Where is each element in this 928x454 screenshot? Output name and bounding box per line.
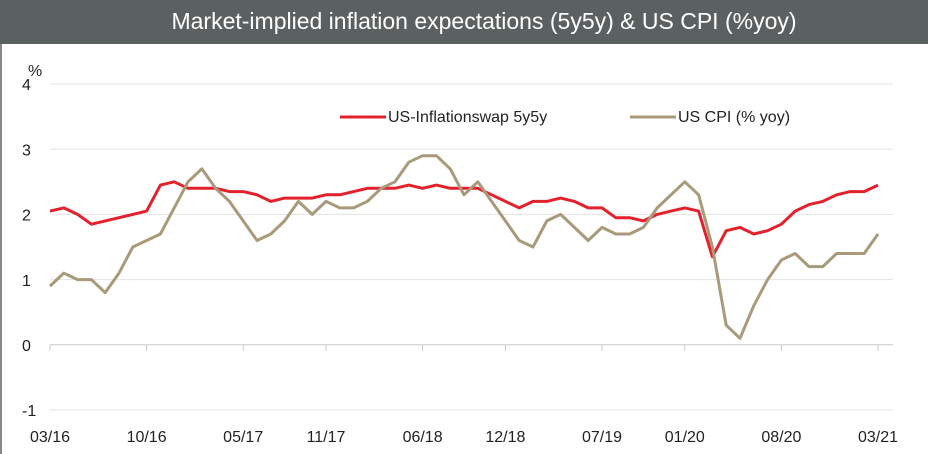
series-line [49, 180, 879, 259]
x-tick-label: 05/17 [223, 429, 263, 446]
x-tick-label: 10/16 [127, 429, 167, 446]
x-tick-label: 03/21 [858, 429, 898, 446]
x-tick-label: 01/20 [665, 429, 705, 446]
legend-label: US CPI (% yoy) [678, 109, 790, 126]
x-tick-label: 03/16 [30, 429, 70, 446]
y-tick-label: 3 [22, 142, 31, 159]
y-tick-label: 0 [22, 338, 31, 355]
y-tick-label: 1 [22, 273, 31, 290]
y-unit: % [28, 63, 42, 80]
legend-label: US-Inflationswap 5y5y [388, 109, 547, 126]
y-tick-label: -1 [22, 403, 36, 420]
x-tick-label: 12/18 [485, 429, 525, 446]
title-banner [0, 0, 928, 44]
chart-title: Market-implied inflation expectations (5… [171, 8, 796, 34]
x-tick-label: 06/18 [403, 429, 443, 446]
x-tick-label: 11/17 [307, 429, 346, 446]
series-line [48, 154, 880, 340]
y-tick-label: 4 [22, 77, 31, 94]
x-tick-label: 07/19 [582, 429, 622, 446]
x-tick-label: 08/20 [761, 429, 801, 446]
y-tick-label: 2 [22, 208, 31, 225]
